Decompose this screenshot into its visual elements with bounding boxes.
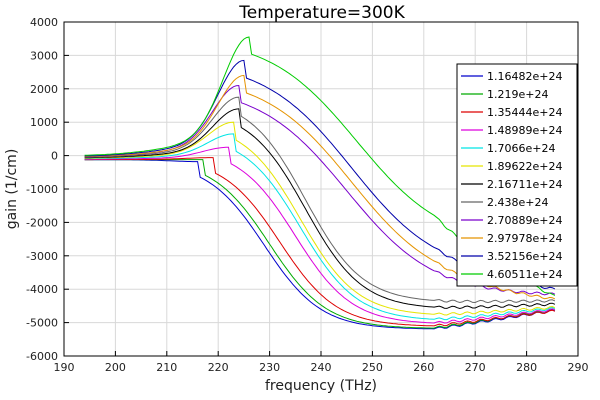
legend-label: 1.35444e+24	[487, 106, 562, 119]
x-tick-label: 280	[516, 361, 537, 374]
series-line	[84, 146, 556, 324]
y-axis-ticks: -6000 -5000 -4000 -3000 -2000 -1000 0 1000 2000 3…	[26, 16, 69, 363]
legend-label: 1.89622e+24	[487, 160, 562, 173]
x-tick-label: 220	[208, 361, 229, 374]
x-axis-label: frequency (THz)	[265, 378, 377, 394]
series-line	[84, 133, 556, 321]
series-line	[84, 159, 556, 330]
x-tick-label: 290	[568, 361, 589, 374]
x-tick-label: 260	[413, 361, 434, 374]
legend-label: 2.438e+24	[487, 196, 548, 209]
y-tick-label: 2000	[30, 83, 58, 96]
y-tick-label: 4000	[30, 16, 58, 29]
y-tick-label: -6000	[26, 350, 58, 363]
y-tick-label: -1000	[26, 183, 58, 196]
x-tick-label: 200	[105, 361, 126, 374]
legend-label: 1.7066e+24	[487, 142, 555, 155]
series-lines	[84, 36, 556, 330]
legend-label: 4.60511e+24	[487, 268, 562, 281]
x-tick-label: 270	[465, 361, 486, 374]
legend: 1.16482e+24 1.219e+24 1.35444e+24 1.48989e+…	[456, 63, 578, 287]
legend-label: 2.97978e+24	[487, 232, 562, 245]
x-tick-label: 250	[362, 361, 383, 374]
y-tick-label: -2000	[26, 216, 58, 229]
legend-label: 2.16711e+24	[487, 178, 562, 191]
legend-label: 1.48989e+24	[487, 124, 562, 137]
y-tick-label: 3000	[30, 49, 58, 62]
series-line	[84, 96, 556, 304]
x-tick-label: 240	[311, 361, 332, 374]
legend-label: 1.16482e+24	[487, 70, 562, 83]
series-line	[84, 157, 556, 327]
legend-label: 1.219e+24	[487, 88, 548, 101]
x-axis-ticks: 190 200 210 220 230 240 250 260 270 280 290	[54, 351, 589, 374]
series-line	[84, 108, 556, 310]
legend-label: 2.70889e+24	[487, 214, 562, 227]
y-axis-label: gain (1/cm)	[4, 149, 20, 230]
x-tick-label: 210	[156, 361, 177, 374]
y-tick-label: -3000	[26, 250, 58, 263]
y-tick-label: -4000	[26, 283, 58, 296]
x-tick-label: 230	[259, 361, 280, 374]
y-tick-label: 0	[51, 150, 58, 163]
y-tick-label: -5000	[26, 317, 58, 330]
legend-label: 3.52156e+24	[487, 250, 562, 263]
y-tick-label: 1000	[30, 116, 58, 129]
legend-box	[456, 63, 578, 287]
series-line	[84, 121, 556, 316]
chart-title: Temperature=300K	[238, 3, 405, 23]
x-tick-label: 190	[54, 361, 75, 374]
